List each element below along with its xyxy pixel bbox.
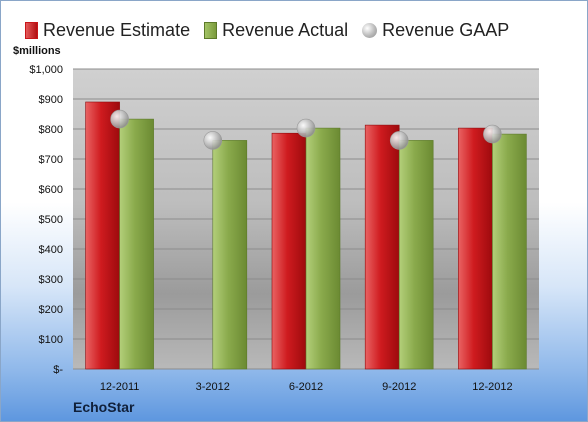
x-tick-label: 9-2012 bbox=[382, 381, 416, 393]
legend-swatch-actual bbox=[204, 21, 218, 39]
bar-revenue-actual bbox=[305, 127, 341, 370]
y-tick-label: $600 bbox=[39, 184, 63, 196]
legend: Revenue Estimate Revenue Actual Revenue … bbox=[25, 17, 523, 43]
x-tick-label: 6-2012 bbox=[289, 381, 323, 393]
legend-item-gaap: Revenue GAAP bbox=[362, 20, 509, 41]
y-axis-ticks: $- $100 $200 $300 $400 $500 $600 $700 $800 $900 $1… bbox=[29, 64, 63, 376]
x-tick-label: 3-2012 bbox=[196, 381, 230, 393]
bar-revenue-estimate bbox=[364, 124, 400, 370]
y-tick-label: $200 bbox=[39, 304, 63, 316]
bars bbox=[85, 101, 527, 370]
bar-revenue-estimate bbox=[458, 127, 493, 370]
legend-label-actual: Revenue Actual bbox=[222, 19, 349, 40]
company-name: EchoStar bbox=[73, 399, 135, 415]
marker-revenue-gaap bbox=[110, 109, 129, 129]
gaap-markers bbox=[110, 109, 502, 150]
y-tick-label: $- bbox=[53, 364, 63, 376]
y-tick-label: $500 bbox=[39, 214, 63, 226]
marker-revenue-gaap bbox=[296, 118, 316, 138]
x-axis-ticks: 12-2011 3-2012 6-2012 9-2012 12-2012 bbox=[100, 381, 513, 393]
bar-revenue-actual bbox=[119, 118, 154, 370]
x-tick-label: 12-2012 bbox=[472, 381, 512, 393]
y-tick-label: $100 bbox=[39, 334, 63, 346]
y-tick-label: $400 bbox=[39, 244, 63, 256]
legend-marker-gaap bbox=[362, 22, 378, 38]
bar-revenue-actual bbox=[212, 140, 248, 370]
legend-label-gaap: Revenue GAAP bbox=[382, 19, 510, 40]
bar-revenue-actual bbox=[398, 140, 434, 370]
legend-swatch-estimate bbox=[25, 21, 38, 39]
y-tick-label: $1,000 bbox=[29, 64, 63, 76]
y-tick-label: $800 bbox=[39, 124, 63, 136]
bar-revenue-actual bbox=[492, 133, 527, 370]
marker-revenue-gaap bbox=[203, 131, 223, 150]
bar-revenue-estimate bbox=[85, 101, 120, 370]
y-tick-label: $700 bbox=[39, 154, 63, 166]
y-axis-unit-label: $millions bbox=[13, 45, 61, 57]
legend-item-actual: Revenue Actual bbox=[204, 20, 348, 41]
y-tick-label: $900 bbox=[39, 94, 63, 106]
x-tick-label: 12-2011 bbox=[100, 381, 140, 393]
legend-label-estimate: Revenue Estimate bbox=[43, 19, 191, 40]
legend-item-estimate: Revenue Estimate bbox=[25, 20, 190, 41]
marker-revenue-gaap bbox=[483, 124, 502, 144]
y-tick-label: $300 bbox=[39, 274, 63, 286]
bar-revenue-estimate bbox=[271, 132, 307, 370]
marker-revenue-gaap bbox=[389, 131, 409, 150]
